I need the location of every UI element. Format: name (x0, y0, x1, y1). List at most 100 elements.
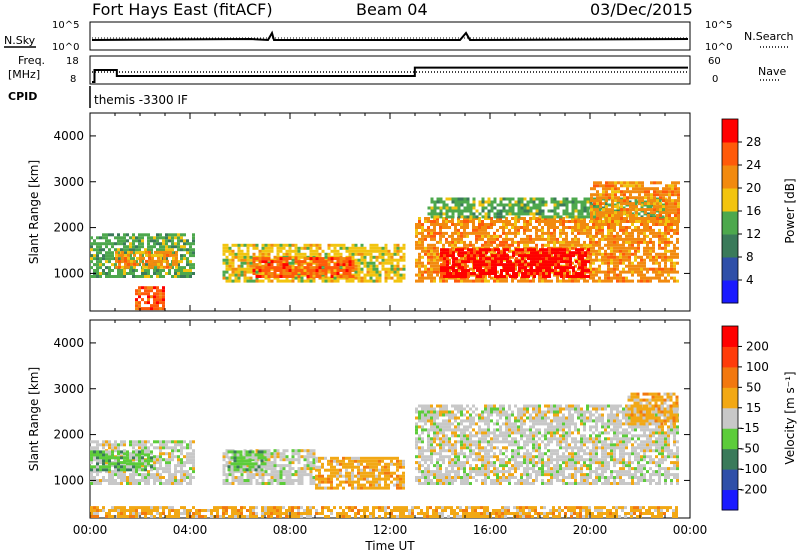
echo-cell (605, 199, 608, 203)
echo-cell (544, 220, 547, 223)
echo-cell (562, 240, 565, 244)
echo-cell (574, 252, 577, 256)
echo-cell (472, 203, 476, 207)
echo-cell (542, 251, 545, 255)
echo-cell (396, 270, 400, 274)
echo-cell (436, 270, 439, 274)
echo-cell (135, 307, 138, 311)
echo-cell (610, 234, 613, 238)
echo-cell (135, 251, 138, 255)
echo-cell (662, 190, 665, 194)
echo-cell (354, 276, 358, 280)
echo-cell (544, 223, 547, 226)
echo-cell (230, 462, 234, 466)
echo-cell (124, 265, 127, 269)
echo-cell (578, 251, 581, 255)
echo-cell (418, 226, 421, 229)
echo-cell (351, 246, 355, 250)
echo-cell (276, 449, 280, 453)
echo-cell (360, 267, 364, 271)
echo-cell (90, 458, 93, 462)
echo-cell (228, 267, 232, 271)
echo-cell (231, 473, 235, 477)
echo-cell (96, 446, 99, 450)
echo-cell (263, 465, 267, 469)
echo-cell (505, 197, 509, 201)
echo-cell (234, 267, 238, 271)
echo-cell (318, 269, 322, 272)
echo-cell (508, 209, 512, 213)
echo-cell (105, 245, 108, 249)
echo-cell (282, 258, 286, 262)
echo-cell (261, 479, 265, 482)
echo-cell (327, 486, 330, 490)
echo-cell (135, 275, 138, 278)
echo-cell (545, 263, 548, 267)
echo-cell (303, 267, 307, 271)
echo-cell (427, 270, 430, 274)
echo-cell (589, 252, 592, 256)
echo-cell (186, 473, 189, 477)
echo-cell (592, 220, 595, 223)
echo-cell (646, 255, 649, 259)
echo-cell (336, 272, 340, 275)
echo-cell (556, 212, 560, 216)
echo-cell (306, 266, 310, 270)
echo-cell (117, 476, 120, 479)
echo-cell (321, 257, 325, 261)
echo-cell (366, 471, 369, 475)
echo-cell (156, 470, 159, 474)
echo-cell (676, 223, 679, 226)
echo-cell (559, 228, 562, 232)
echo-cell (494, 263, 497, 267)
echo-cell (661, 279, 664, 283)
freq-panel (89, 55, 691, 85)
echo-cell (589, 264, 592, 268)
echo-cell (333, 243, 337, 247)
echo-cell (261, 243, 265, 247)
echo-cell (472, 223, 475, 226)
echo-cell (90, 476, 93, 479)
echo-cell (282, 272, 286, 275)
echo-cell (246, 252, 250, 256)
echo-cell (249, 255, 253, 259)
echo-cell (132, 272, 135, 275)
echo-cell (536, 251, 539, 255)
echo-cell (520, 206, 524, 210)
echo-cell (656, 205, 659, 209)
echo-cell (421, 273, 424, 277)
echo-cell (481, 215, 485, 219)
echo-cell (542, 248, 545, 252)
echo-cell (430, 200, 434, 204)
echo-cell (192, 455, 195, 459)
echo-cell (150, 275, 153, 278)
echo-cell (357, 465, 360, 469)
echo-cell (643, 200, 647, 204)
echo-cell (150, 245, 153, 249)
echo-cell (141, 233, 144, 237)
echo-cell (147, 476, 150, 479)
echo-cell (192, 452, 195, 456)
echo-cell (270, 464, 274, 468)
echo-cell (445, 231, 448, 235)
echo-cell (475, 240, 478, 244)
echo-cell (246, 246, 250, 250)
echo-cell (554, 257, 557, 261)
echo-cell (312, 467, 316, 471)
echo-cell (481, 264, 484, 268)
echo-cell (592, 240, 595, 244)
echo-cell (581, 275, 584, 278)
echo-cell (473, 257, 476, 261)
echo-cell (659, 220, 662, 223)
echo-cell (145, 253, 148, 257)
echo-cell (497, 248, 500, 252)
echo-cell (189, 482, 192, 485)
echo-cell (433, 206, 437, 210)
echo-cell (237, 470, 241, 474)
echo-cell (670, 267, 673, 271)
echo-cell (180, 266, 183, 270)
echo-cell (536, 272, 539, 275)
echo-cell (108, 462, 111, 466)
echo-cell (309, 257, 313, 261)
echo-cell (646, 252, 649, 256)
